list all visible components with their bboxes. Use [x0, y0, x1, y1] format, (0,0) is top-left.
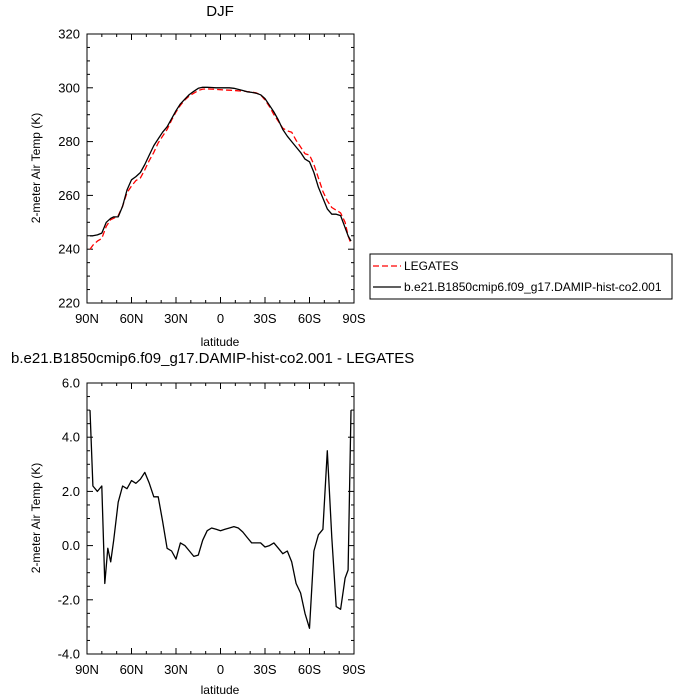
bottom-x-tick-label: 90N [75, 662, 99, 677]
bottom-y-tick-label: 4.0 [62, 430, 80, 445]
bottom-y-tick-label: 6.0 [62, 376, 80, 391]
top-plot-area: 90N 60N 30N 0 30S 60S 90S 220 240 260 280 300 320 [58, 27, 366, 327]
legend-box [369, 253, 673, 300]
bottom-x-tick-label: 60S [298, 662, 321, 677]
top-y-tick-label: 300 [58, 80, 80, 95]
top-x-tick-label: 90S [342, 311, 365, 326]
top-y-tick-label: 260 [58, 188, 80, 203]
top-y-tick-label: 280 [58, 134, 80, 149]
top-y-axis-label: 2-meter Air Temp (K) [29, 113, 43, 223]
top-y-tick-label: 220 [58, 296, 80, 311]
bottom-panel: b.e21.B1850cmip6.f09_g17.DAMIP-hist-co2.… [11, 350, 414, 697]
legend-legates-label: LEGATES [404, 259, 458, 273]
bottom-x-tick-label: 30N [164, 662, 188, 677]
bottom-y-tick-label: -4.0 [58, 647, 80, 662]
top-x-tick-label: 30S [253, 311, 276, 326]
top-x-axis-label: latitude [201, 335, 240, 349]
bottom-y-tick-label: 2.0 [62, 484, 80, 499]
top-legend: LEGATES b.e21.B1850cmip6.f09_g17.DAMIP-h… [369, 253, 673, 300]
bottom-x-tick-label: 60N [120, 662, 144, 677]
bottom-series-line-difference [89, 410, 352, 629]
top-series-line-model [90, 86, 352, 242]
bottom-y-tick-label: 0.0 [62, 538, 80, 553]
top-chart-title: DJF [206, 3, 234, 20]
top-x-tick-label: 60N [120, 311, 144, 326]
top-x-tick-label: 30N [164, 311, 188, 326]
top-x-tick-label: 90N [75, 311, 99, 326]
top-y-tick-label: 320 [58, 27, 80, 42]
bottom-chart-title: b.e21.B1850cmip6.f09_g17.DAMIP-hist-co2.… [11, 350, 414, 367]
top-panel: DJF 90N 60N 30N 0 30S 60S 90S 220 240 260 280 300 32… [29, 3, 673, 349]
legend-model-label: b.e21.B1850cmip6.f09_g17.DAMIP-hist-co2.… [404, 280, 662, 294]
top-x-tick-label: 60S [298, 311, 321, 326]
top-y-tick-label: 240 [58, 242, 80, 257]
bottom-y-axis-label: 2-meter Air Temp (K) [29, 463, 43, 573]
bottom-plot-frame [86, 382, 355, 655]
top-x-tick-label: 0 [217, 311, 224, 326]
top-plot-frame [86, 33, 355, 304]
top-series-line-legates [89, 88, 352, 250]
bottom-x-tick-label: 0 [217, 662, 224, 677]
bottom-plot-area: 90N 60N 30N 0 30S 60S 90S -4.0 -2.0 0.0 2.0 4.0 6.0 [58, 376, 366, 678]
bottom-x-tick-label: 90S [342, 662, 365, 677]
bottom-y-tick-label: -2.0 [58, 592, 80, 607]
bottom-x-axis-label: latitude [201, 683, 240, 697]
bottom-x-tick-label: 30S [253, 662, 276, 677]
